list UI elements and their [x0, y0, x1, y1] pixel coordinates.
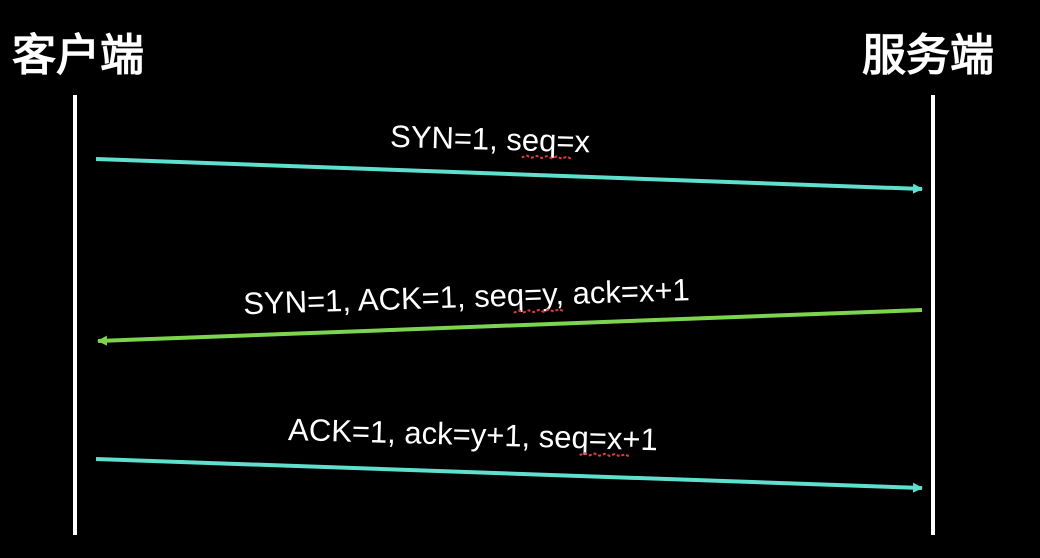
syn-ack-seq-word: seq [474, 277, 525, 314]
message-syn: SYN=1, seq=x [95, 119, 923, 194]
syn-ack-arrow [97, 308, 923, 346]
syn-label: SYN=1, seq=x [390, 119, 591, 160]
syn-spellcheck-underline [521, 154, 573, 160]
message-syn-ack: SYN=1, ACK=1, seq=y, ack=x+1 [97, 272, 923, 346]
ack-label: ACK=1, ack=y+1, seq=x+1 [288, 412, 659, 457]
message-ack: ACK=1, ack=y+1, seq=x+1 [95, 412, 923, 493]
syn-ack-label: SYN=1, ACK=1, seq=y, ack=x+1 [243, 272, 691, 321]
client-actor-label: 客户端 [12, 30, 144, 81]
ack-spellcheck-underline [579, 452, 630, 458]
syn-ack-spellcheck-underline [513, 308, 565, 314]
syn-seq-word: seq [506, 122, 557, 158]
server-actor-label: 服务端 [862, 30, 994, 81]
ack-arrow [95, 457, 923, 493]
ack-seq-word: seq [538, 419, 589, 455]
syn-arrow [95, 157, 923, 194]
